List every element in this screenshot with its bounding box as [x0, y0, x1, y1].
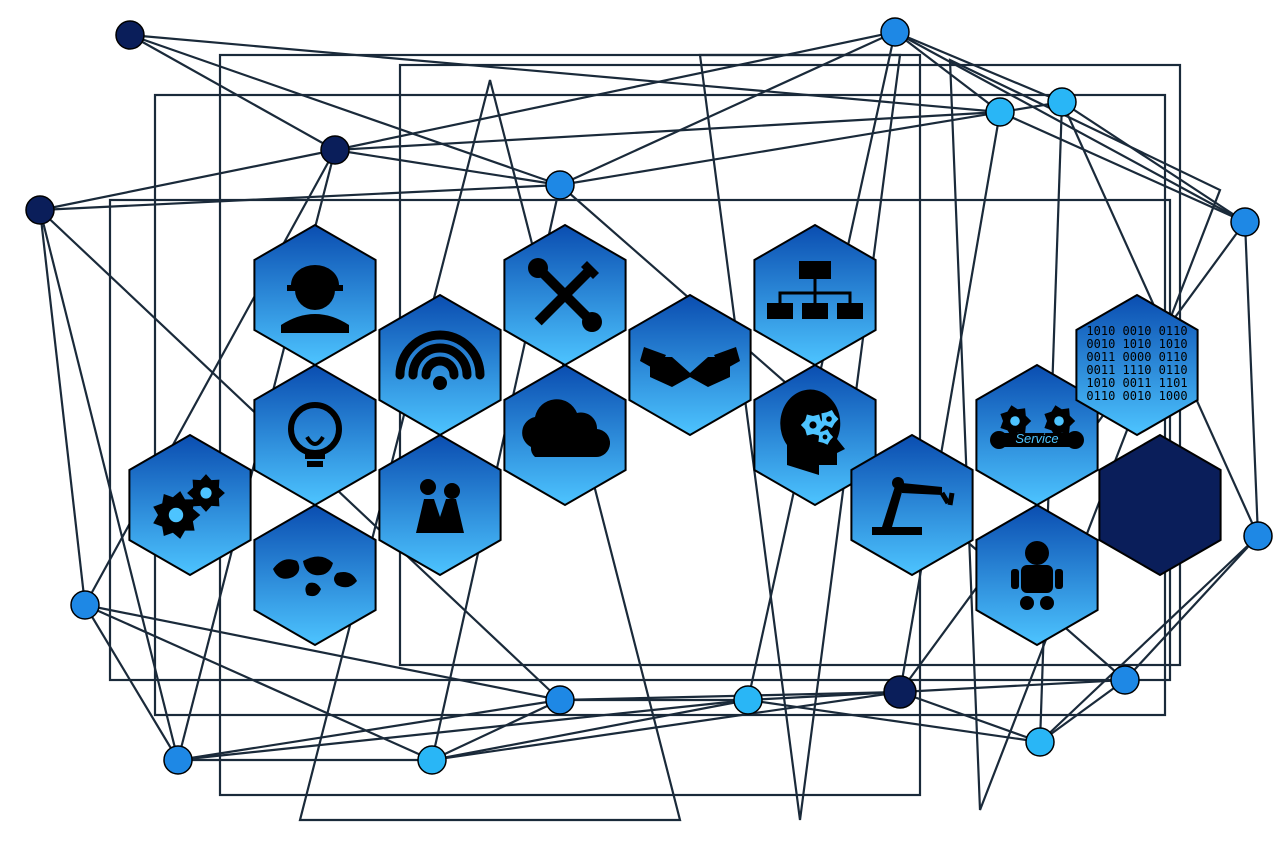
network-node — [71, 591, 99, 619]
hex-orgchart — [754, 225, 875, 365]
network-edge — [130, 35, 335, 150]
network-node — [881, 18, 909, 46]
network-node — [26, 196, 54, 224]
network-edge — [335, 112, 1000, 150]
hex-tools — [504, 225, 625, 365]
network-edge — [1245, 222, 1258, 536]
binary-line: 0010 1010 1010 — [1086, 337, 1187, 351]
network-node — [546, 171, 574, 199]
network-node — [116, 21, 144, 49]
binary-line: 0011 1110 0110 — [1086, 363, 1187, 377]
network-edge — [900, 680, 1125, 692]
network-node — [546, 686, 574, 714]
network-edge — [1040, 680, 1125, 742]
network-edge — [335, 150, 560, 185]
network-node — [884, 676, 916, 708]
network-node — [164, 746, 192, 774]
hex-gears — [129, 435, 250, 575]
network-node — [1048, 88, 1076, 116]
hex-bulb — [254, 365, 375, 505]
network-edge — [432, 700, 748, 760]
diagram-canvas: Service1010 0010 01100010 1010 10100011 … — [0, 0, 1280, 853]
hex-team — [379, 435, 500, 575]
network-node — [321, 136, 349, 164]
network-node — [734, 686, 762, 714]
network-edge — [85, 605, 432, 760]
hex-wifi — [379, 295, 500, 435]
network-edge — [40, 210, 85, 605]
network-node — [1231, 208, 1259, 236]
binary-line: 1010 0011 1101 — [1086, 376, 1187, 390]
network-node — [986, 98, 1014, 126]
hex-handshake — [629, 295, 750, 435]
hex-robot — [976, 505, 1097, 645]
network-edge — [335, 32, 895, 150]
network-edge — [895, 32, 1245, 222]
network-edge — [85, 605, 178, 760]
network-edge — [40, 185, 560, 210]
binary-line: 0110 0010 1000 — [1086, 389, 1187, 403]
network-node — [1111, 666, 1139, 694]
hex-worldmap — [254, 505, 375, 645]
network-edge — [178, 700, 560, 760]
hex-worker — [254, 225, 375, 365]
binary-icon: 1010 0010 01100010 1010 10100011 0000 01… — [1086, 324, 1187, 403]
binary-line: 1010 0010 0110 — [1086, 324, 1187, 338]
network-edge — [748, 32, 895, 700]
network-node — [1026, 728, 1054, 756]
network-node — [418, 746, 446, 774]
hex-cloud — [504, 365, 625, 505]
network-edge — [1000, 112, 1245, 222]
network-edge — [130, 35, 560, 185]
service-label: Service — [1015, 431, 1058, 446]
network-edge — [895, 32, 1000, 112]
network-node — [1244, 522, 1272, 550]
binary-line: 0011 0000 0110 — [1086, 350, 1187, 364]
